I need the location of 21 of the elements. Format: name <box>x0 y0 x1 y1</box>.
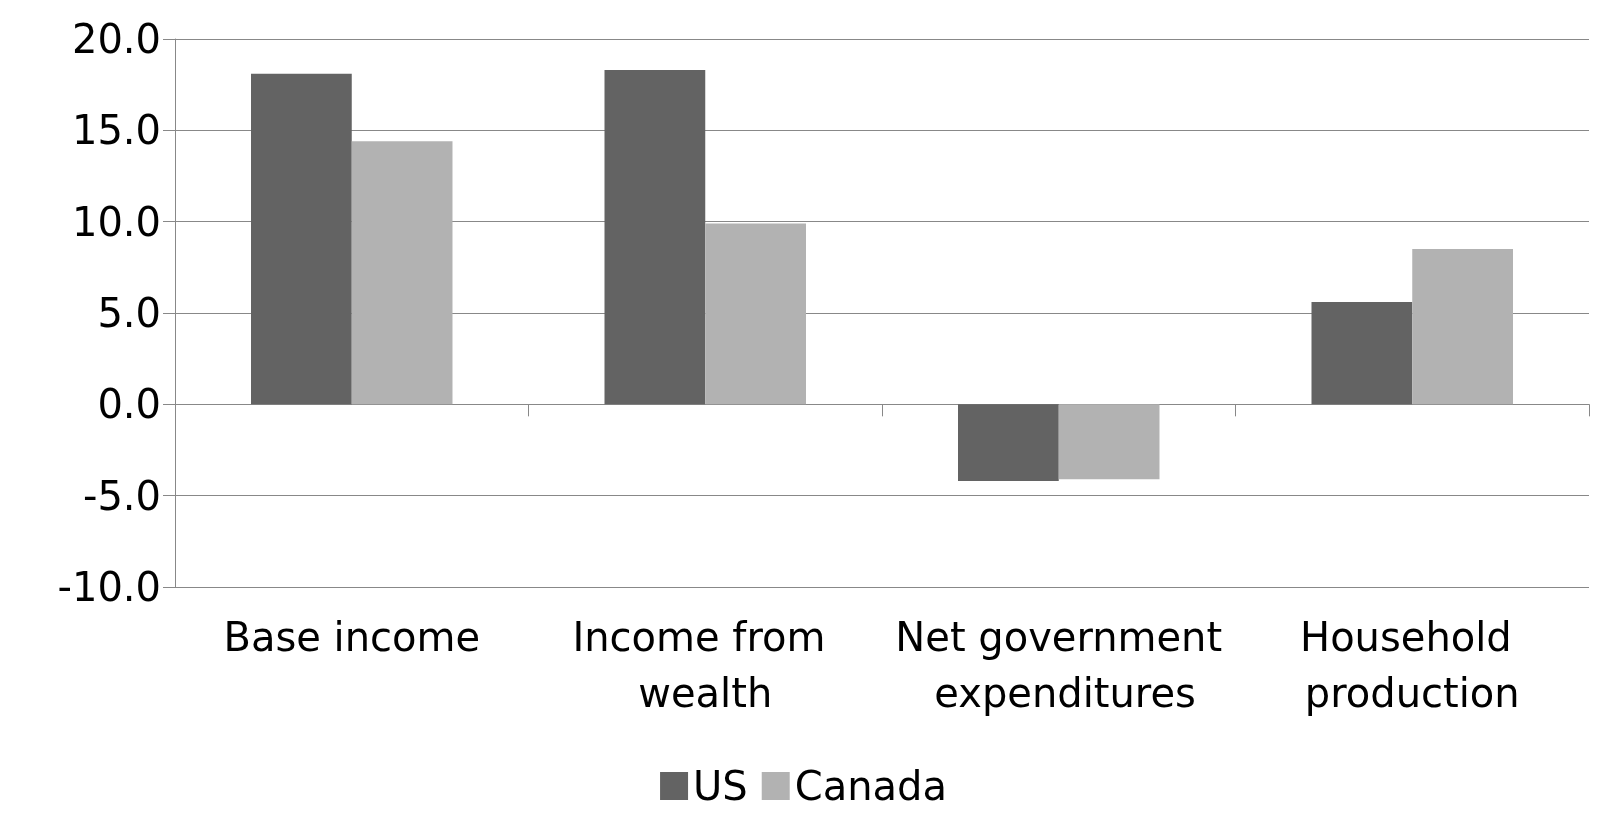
bar <box>705 223 806 405</box>
bar <box>1311 302 1413 405</box>
bar <box>1412 249 1513 405</box>
x-tick-label: Net government expenditures <box>895 614 1223 716</box>
y-tick-label: 10.0 <box>71 198 161 245</box>
legend-label: US <box>693 763 748 809</box>
bar <box>251 73 352 405</box>
x-tick-label: Household production <box>1300 614 1525 716</box>
bar <box>958 404 1059 482</box>
y-tick-label: 20.0 <box>71 16 161 62</box>
y-tick-label: 5.0 <box>97 290 161 336</box>
bar <box>604 70 706 405</box>
y-tick-label: 0.0 <box>97 381 161 428</box>
legend-label: Canada <box>794 763 947 809</box>
y-tick-label: -10.0 <box>57 564 161 610</box>
y-tick-label: -5.0 <box>82 472 161 519</box>
y-tick-label: 15.0 <box>71 107 161 154</box>
bar <box>351 141 453 405</box>
bar <box>1058 404 1160 480</box>
x-tick-label: Base income <box>223 614 481 660</box>
x-tick-label: Income from wealth <box>572 614 839 716</box>
